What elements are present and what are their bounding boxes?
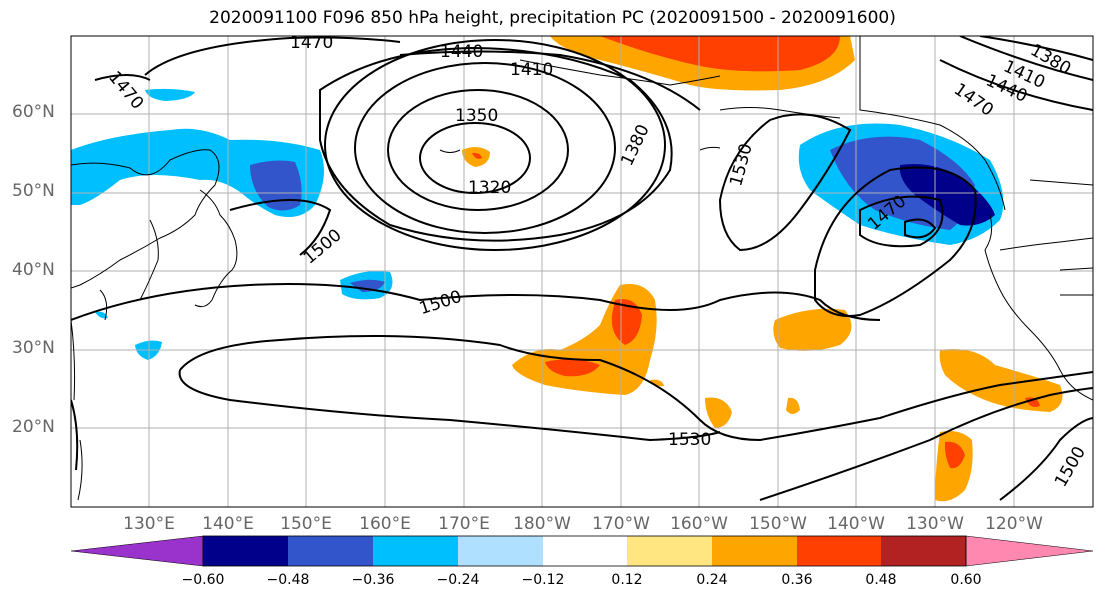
contour-label: 1380 <box>617 121 653 169</box>
lat-label: 30°N <box>12 338 55 358</box>
lon-label: 140°E <box>202 514 254 534</box>
colorbar-tick: 0.12 <box>611 572 643 588</box>
contour-label: 1500 <box>1051 443 1090 490</box>
colorbar <box>70 535 1094 567</box>
colorbar-tick: 0.60 <box>950 572 982 588</box>
colorbar-tick: −0.60 <box>181 572 225 588</box>
colorbar-cell-9 <box>881 536 966 566</box>
contour-label: 1470 <box>104 67 147 113</box>
colorbar-tick: 0.36 <box>781 572 813 588</box>
lon-label: 160°E <box>359 514 411 534</box>
height-contours <box>71 36 1093 501</box>
contour-label: 1470 <box>290 33 333 53</box>
map-gridlines <box>71 36 1093 507</box>
colorbar-tick: −0.24 <box>436 572 480 588</box>
lon-label: 160°W <box>670 514 728 534</box>
lat-label: 50°N <box>12 181 55 201</box>
lat-label: 60°N <box>12 102 55 122</box>
map-frame <box>70 35 1094 508</box>
contour-label: 1500 <box>300 225 346 268</box>
lon-label: 130°E <box>123 514 175 534</box>
colorbar-tick: 0.24 <box>696 572 728 588</box>
colorbar-cell-7 <box>712 536 797 566</box>
contour-label: 1530 <box>668 430 711 450</box>
colorbar-cell-4 <box>458 536 543 566</box>
contour-label: 1320 <box>468 178 511 198</box>
colorbar-tick: −0.12 <box>521 572 565 588</box>
lon-label: 180°W <box>513 514 571 534</box>
colorbar-cell-0 <box>70 535 204 567</box>
lat-label: 40°N <box>12 260 55 280</box>
lon-label: 170°W <box>592 514 650 534</box>
precip-negative-areas <box>71 88 1004 360</box>
colorbar-tick: −0.36 <box>351 572 395 588</box>
colorbar-cell-8 <box>797 536 881 566</box>
colorbar-cell-1 <box>203 536 288 566</box>
lon-label: 150°W <box>749 514 807 534</box>
contour-label: 1500 <box>417 287 464 319</box>
contour-label: 1350 <box>455 106 498 126</box>
colorbar-cell-2 <box>288 536 373 566</box>
contour-label: 1440 <box>440 42 483 62</box>
lon-label: 170°E <box>438 514 490 534</box>
lon-label: 120°W <box>985 514 1043 534</box>
lon-label: 150°E <box>280 514 332 534</box>
contour-labels: 1470 1440 1410 1350 1320 1380 1530 1470 … <box>104 33 1090 491</box>
colorbar-cell-10 <box>965 535 1094 567</box>
colorbar-cell-3 <box>373 536 458 566</box>
colorbar-cell-5 <box>543 536 627 566</box>
colorbar-cell-6 <box>627 536 712 566</box>
colorbar-tick: 0.48 <box>865 572 897 588</box>
contour-label: 1530 <box>726 141 757 188</box>
contour-label: 1410 <box>510 60 553 80</box>
lon-label: 130°W <box>906 514 964 534</box>
colorbar-tick: −0.48 <box>266 572 310 588</box>
lat-label: 20°N <box>12 417 55 437</box>
map-title: 2020091100 F096 850 hPa height, precipit… <box>209 8 896 28</box>
lon-label: 140°W <box>827 514 885 534</box>
